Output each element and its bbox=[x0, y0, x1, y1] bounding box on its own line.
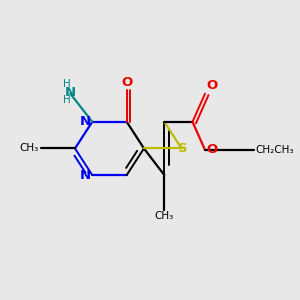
Text: O: O bbox=[207, 143, 218, 157]
Text: N: N bbox=[80, 169, 91, 182]
Text: O: O bbox=[207, 79, 218, 92]
Text: H: H bbox=[63, 95, 71, 105]
Text: CH₃: CH₃ bbox=[20, 143, 39, 153]
Text: O: O bbox=[121, 76, 132, 89]
Text: CH₂CH₃: CH₂CH₃ bbox=[255, 145, 294, 155]
Text: N: N bbox=[80, 115, 91, 128]
Text: H: H bbox=[63, 79, 71, 89]
Text: N: N bbox=[65, 85, 76, 98]
Text: S: S bbox=[178, 142, 188, 155]
Text: CH₃: CH₃ bbox=[155, 211, 174, 221]
